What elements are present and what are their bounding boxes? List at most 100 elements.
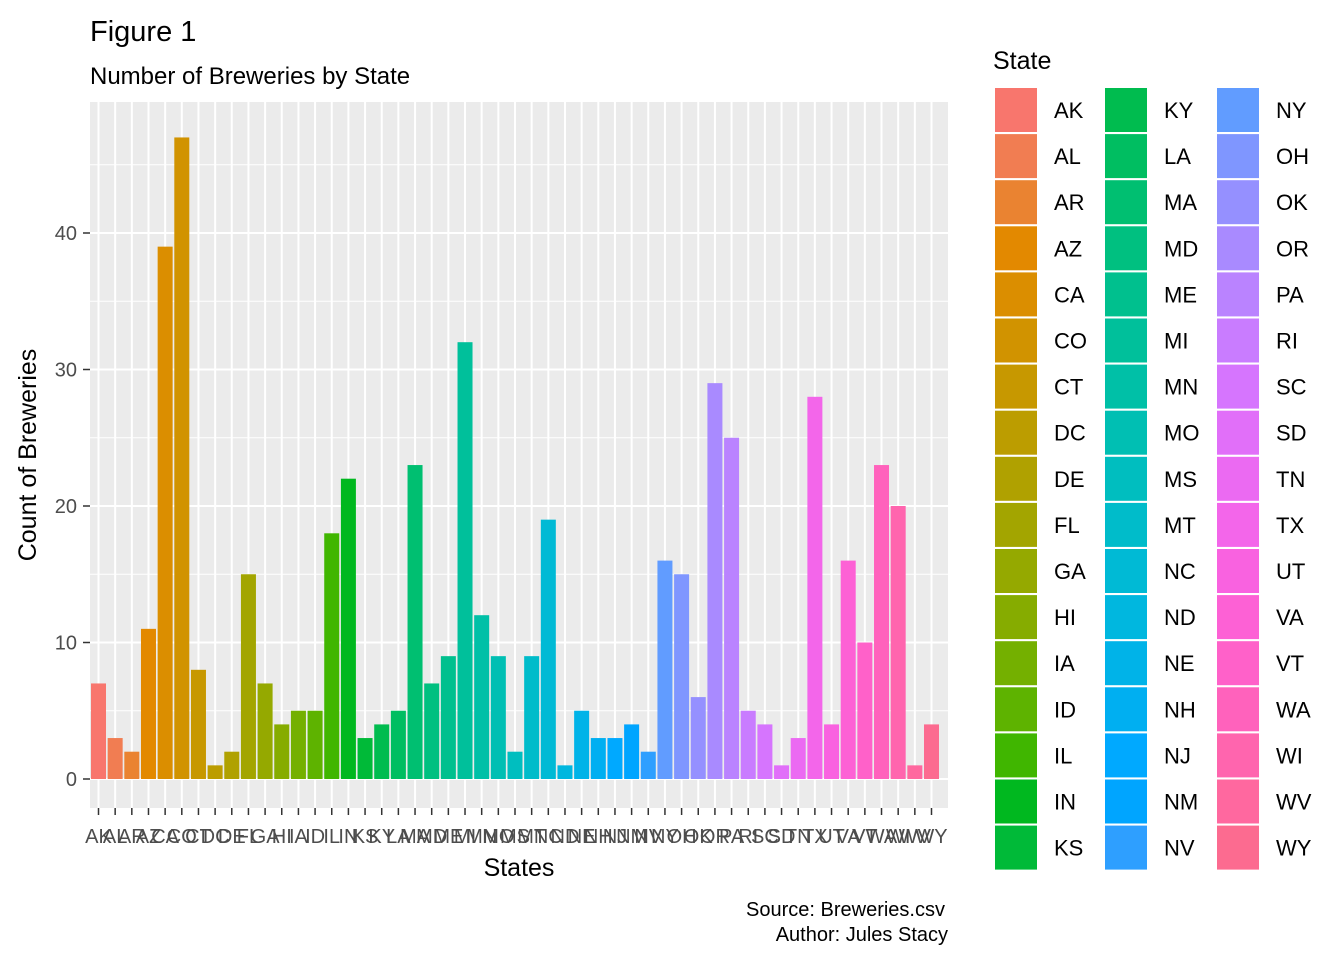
bar-ky <box>374 724 390 779</box>
legend-label-ar: AR <box>1054 190 1085 215</box>
bar-ny <box>657 560 673 779</box>
legend-key-md <box>1105 226 1147 271</box>
legend-label-ma: MA <box>1164 190 1197 215</box>
bar-ut <box>824 724 840 779</box>
legend-key-ct <box>995 364 1037 409</box>
legend-key-mi <box>1105 318 1147 363</box>
legend-key-mo <box>1105 410 1147 455</box>
y-axis-title: Count of Breweries <box>14 349 42 562</box>
bar-fl <box>240 574 256 779</box>
bar-ms <box>507 751 523 779</box>
caption-author: Author: Jules Stacy <box>776 924 948 946</box>
chart-subtitle: Number of Breweries by State <box>90 63 410 90</box>
bar-mo <box>490 656 506 779</box>
bar-va <box>840 560 856 779</box>
legend-label-id: ID <box>1054 697 1076 722</box>
legend-label-mn: MN <box>1164 375 1198 400</box>
chart-title: Figure 1 <box>90 16 196 48</box>
legend-label-nd: ND <box>1164 605 1196 630</box>
legend-label-wy: WY <box>1276 836 1312 861</box>
x-tick-label-id: ID <box>305 826 325 848</box>
legend-key-dc <box>995 410 1037 455</box>
bar-wa <box>874 465 890 779</box>
x-tick-label-ny: NY <box>651 826 679 848</box>
x-tick-label-wy: WY <box>915 826 947 848</box>
legend-key-ia <box>995 641 1037 686</box>
y-axis: 0 10 20 30 40 <box>55 223 90 791</box>
legend-key-ky <box>1105 88 1147 132</box>
bar-nm <box>624 724 640 779</box>
bar-az <box>140 628 156 779</box>
legend-label-fl: FL <box>1054 513 1080 538</box>
bar-ma <box>407 465 423 779</box>
x-tick-label-ak: AK <box>85 826 112 848</box>
legend-label-nj: NJ <box>1164 743 1191 768</box>
bar-tx <box>807 396 823 779</box>
legend-key-ny <box>1217 88 1259 132</box>
legend-label-co: CO <box>1054 329 1087 354</box>
x-tick-label-ar: AR <box>118 826 146 848</box>
x-tick-label-ut: UT <box>818 826 845 848</box>
x-tick-label-ne: NE <box>568 826 596 848</box>
legend-label-nc: NC <box>1164 559 1196 584</box>
bar-ia <box>290 710 306 779</box>
bar-ne <box>574 710 590 779</box>
y-tick-label: 20 <box>55 496 77 518</box>
bar-al <box>107 738 123 779</box>
bars-group <box>91 137 939 779</box>
legend-label-sd: SD <box>1276 421 1307 446</box>
legend-label-il: IL <box>1054 743 1072 768</box>
legend-label-mt: MT <box>1164 513 1196 538</box>
legend-key-ri <box>1217 318 1259 363</box>
x-tick-label-tx: TX <box>802 826 828 848</box>
legend-label-ia: IA <box>1054 651 1075 676</box>
legend-key-la <box>1105 134 1147 179</box>
bar-mt <box>524 656 540 779</box>
bar-ct <box>190 669 206 779</box>
x-axis-title: States <box>484 854 555 882</box>
legend-key-mn <box>1105 364 1147 409</box>
x-tick-label-wi: WI <box>886 826 910 848</box>
x-tick-label-nh: NH <box>584 826 613 848</box>
x-tick-label-hi: HI <box>272 826 292 848</box>
legend-label-mi: MI <box>1164 329 1188 354</box>
legend-label-hi: HI <box>1054 605 1076 630</box>
bar-co <box>174 137 190 779</box>
legend-label-nh: NH <box>1164 697 1196 722</box>
x-tick-label-tn: TN <box>785 826 812 848</box>
legend-key-tn <box>1217 456 1259 501</box>
x-tick-label-nd: ND <box>551 826 580 848</box>
x-tick-label-ct: CT <box>185 826 212 848</box>
legend-key-ca <box>995 272 1037 317</box>
legend-key-nc <box>1105 549 1147 593</box>
legend-label-or: OR <box>1276 236 1309 261</box>
bar-ri <box>740 710 756 779</box>
legend-key-il <box>995 733 1037 778</box>
x-tick-label-de: DE <box>218 826 246 848</box>
x-tick-label-ia: IA <box>289 826 309 848</box>
bar-vt <box>857 642 873 779</box>
legend-label-al: AL <box>1054 144 1081 169</box>
x-tick-label-vt: VT <box>852 826 878 848</box>
bar-tn <box>790 738 806 779</box>
bar-ok <box>690 697 706 779</box>
x-tick-label-mi: MI <box>454 826 476 848</box>
bar-nv <box>640 751 656 779</box>
x-tick-label-sd: SD <box>768 826 796 848</box>
legend-label-wa: WA <box>1276 697 1311 722</box>
x-tick-label-md: MD <box>416 826 447 848</box>
x-tick-label-az: AZ <box>136 826 162 848</box>
legend-label-ga: GA <box>1054 559 1086 584</box>
bar-ga <box>257 683 273 779</box>
legend-label-tn: TN <box>1276 467 1305 492</box>
legend-label-oh: OH <box>1276 144 1309 169</box>
x-tick-label-wv: WV <box>899 826 932 848</box>
bar-ks <box>357 738 373 779</box>
legend-label-nm: NM <box>1164 790 1198 815</box>
bar-id <box>307 710 323 779</box>
x-tick-label-ok: OK <box>684 826 714 848</box>
legend-key-nh <box>1105 687 1147 732</box>
y-tick-label: 0 <box>66 769 77 791</box>
legend-label-mo: MO <box>1164 421 1199 446</box>
x-tick-label-nc: NC <box>534 826 563 848</box>
